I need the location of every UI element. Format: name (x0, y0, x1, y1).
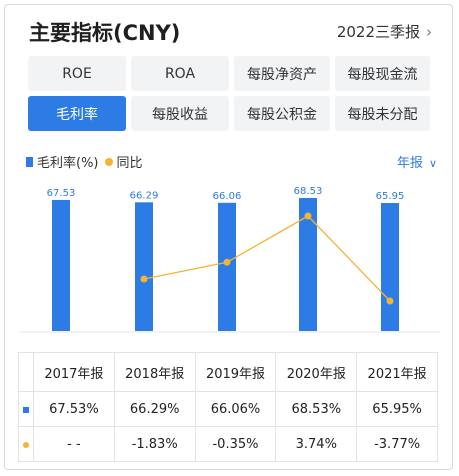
table-cell: 3.74% (275, 426, 358, 462)
chevron-right-icon: › (426, 23, 432, 41)
chevron-down-icon: ∨ (428, 157, 437, 170)
table-header-row: 2017年报 2018年报 2019年报 2020年报 2021年报 (18, 352, 438, 392)
tab-reserve-per-share[interactable]: 每股公积金 (234, 96, 330, 131)
yoy-point (304, 212, 312, 220)
tab-label: 每股现金流 (347, 66, 418, 83)
table-cell: 66.29% (113, 391, 196, 427)
chart-legend: 毛利率(%) 同比 (26, 152, 143, 171)
yoy-point (140, 275, 148, 283)
table-cell: -3.77% (356, 426, 438, 462)
table-header: 2020年报 (275, 352, 358, 392)
row-marker-cell (18, 391, 34, 427)
table-row: 67.53% 66.29% 66.06% 68.53% 65.95% (18, 391, 438, 427)
table-cell: -0.35% (194, 426, 277, 462)
tab-cash-flow-per-share[interactable]: 每股现金流 (335, 56, 430, 91)
table-row: - - -1.83% -0.35% 3.74% -3.77% (18, 426, 438, 462)
table-cell: 65.95% (356, 391, 438, 427)
table-cell: - - (33, 426, 115, 462)
table-header: 2019年报 (194, 352, 277, 392)
bar-data-label: 68.53 (294, 186, 323, 197)
table-header: 2017年报 (33, 352, 115, 392)
legend-series2-label: 同比 (116, 156, 143, 171)
bar (381, 203, 399, 331)
table-cell: 67.53% (33, 391, 115, 427)
row-marker-cell (18, 426, 34, 462)
tab-label: ROA (164, 65, 196, 82)
gross-margin-chart: 67.53 66.29 66.06 68.53 65.95 (20, 186, 440, 333)
tab-label: 每股未分配 (347, 106, 418, 123)
legend-series1-label: 毛利率(%) (37, 156, 99, 171)
bar-data-label: 65.95 (376, 191, 405, 202)
tab-label: 每股公积金 (247, 106, 317, 123)
tab-label: 每股净资产 (247, 66, 317, 83)
bar-data-label: 66.06 (213, 191, 242, 202)
tab-gross-margin[interactable]: 毛利率 (28, 96, 126, 131)
tab-roe[interactable]: ROE (28, 56, 126, 91)
line-legend-swatch (104, 157, 113, 166)
yoy-point (386, 297, 394, 305)
header-marker-cell (18, 352, 34, 392)
bar-legend-swatch (26, 156, 33, 167)
page-title: 主要指标(CNY) (29, 21, 181, 45)
line-marker-icon (23, 441, 29, 448)
tab-roa[interactable]: ROA (131, 56, 229, 91)
yoy-line (143, 215, 391, 302)
tab-label: ROE (62, 65, 92, 82)
period-label: 2022三季报 (336, 23, 420, 41)
tab-net-assets-per-share[interactable]: 每股净资产 (234, 56, 330, 91)
period-selector[interactable]: 2022三季报 › (337, 21, 432, 42)
bar-marker-icon (23, 406, 29, 413)
card-header: 主要指标(CNY) 2022三季报 › (23, 15, 440, 49)
report-type-label: 年报 (396, 156, 423, 171)
bar-data-label: 66.29 (130, 190, 159, 201)
bar-data-label: 67.53 (47, 188, 76, 199)
bar (135, 202, 153, 331)
bar (299, 198, 317, 331)
bar (218, 202, 236, 331)
tab-label: 每股收益 (152, 106, 208, 123)
report-type-selector[interactable]: 年报 ∨ (397, 152, 437, 171)
table-cell: 66.06% (194, 391, 277, 427)
tab-undistributed-per-share[interactable]: 每股未分配 (335, 96, 430, 131)
tab-label: 毛利率 (56, 106, 98, 123)
bar (52, 199, 70, 331)
table-header: 2018年报 (113, 352, 196, 392)
data-table: 2017年报 2018年报 2019年报 2020年报 2021年报 67.53… (18, 352, 438, 462)
tab-eps[interactable]: 每股收益 (131, 96, 229, 131)
table-header: 2021年报 (356, 352, 438, 392)
table-cell: 68.53% (275, 391, 358, 427)
table-cell: -1.83% (113, 426, 196, 462)
yoy-point (223, 258, 231, 266)
